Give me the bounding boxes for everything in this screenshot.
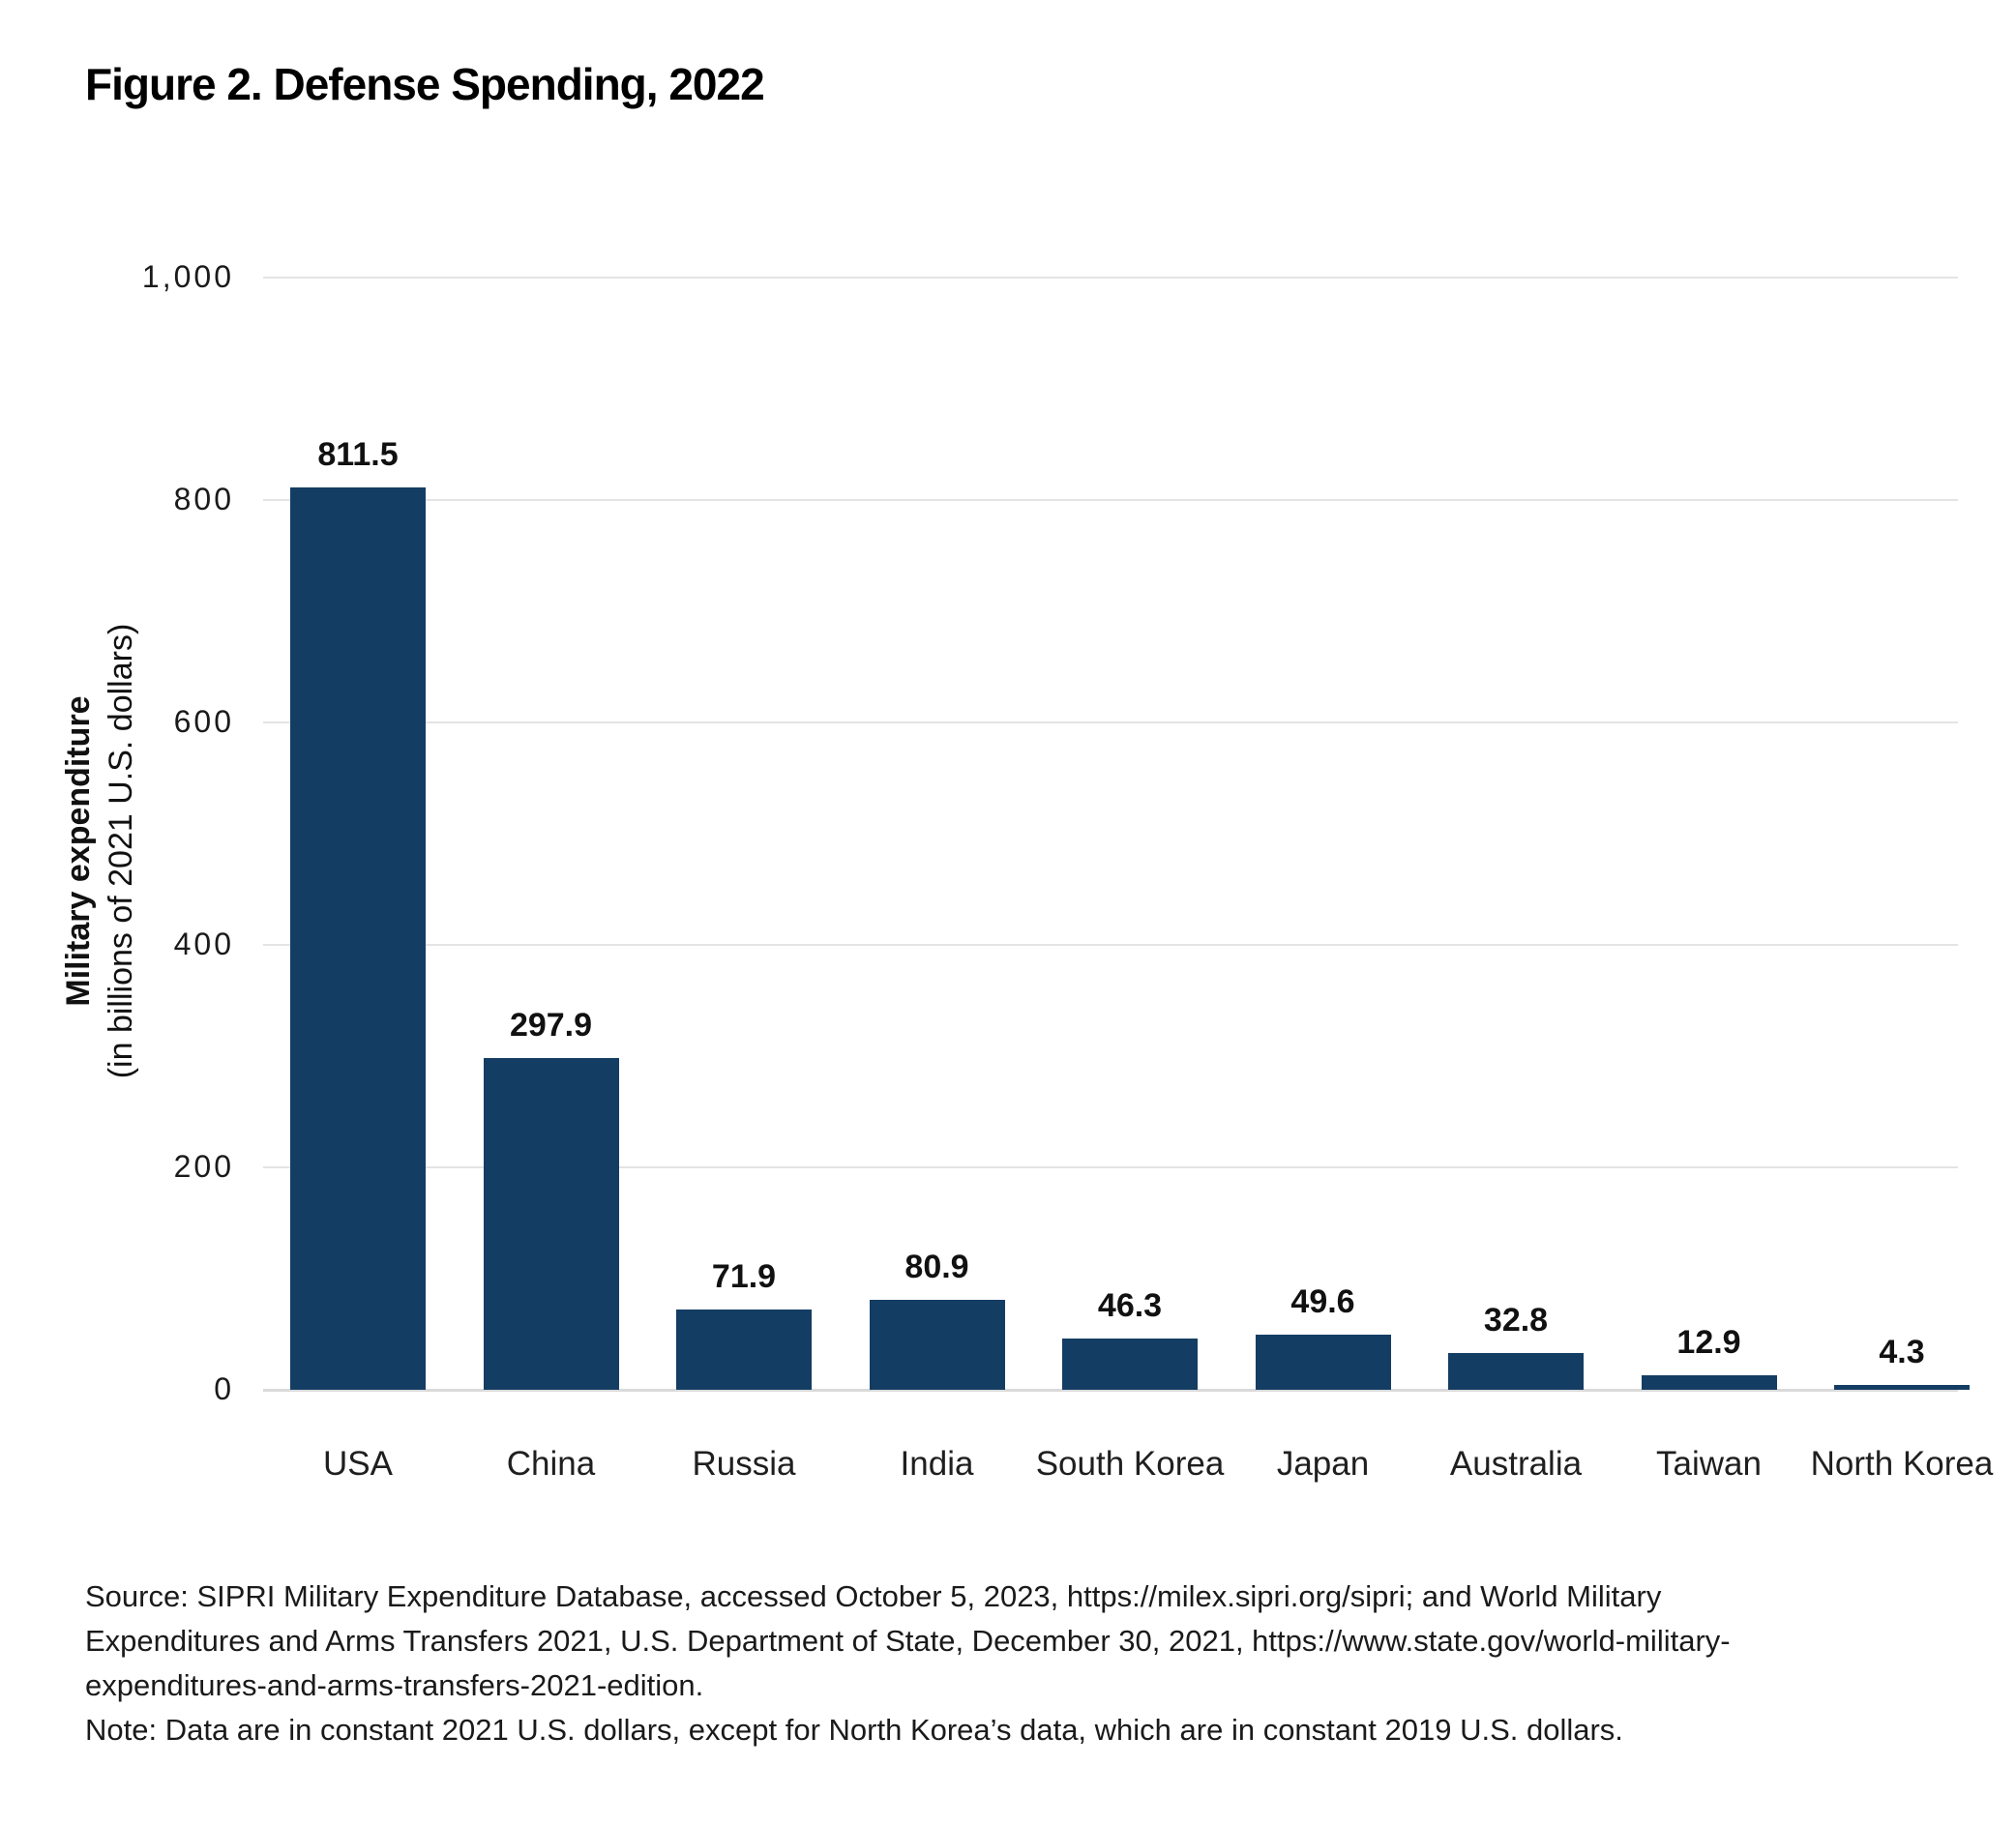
gridline-y600: [263, 721, 1958, 723]
x-category-label-taiwan: Taiwan: [1656, 1445, 1762, 1483]
gridline-y200: [263, 1166, 1958, 1168]
figure-caption: Source: SIPRI Military Expenditure Datab…: [85, 1575, 1731, 1752]
bar-value-usa: 811.5: [317, 435, 399, 473]
x-category-label-australia: Australia: [1449, 1445, 1583, 1483]
bar-usa: [290, 486, 426, 1390]
y-tick-label-0: 0: [214, 1371, 234, 1406]
gridline-y1000: [263, 277, 1958, 279]
bar-china: [483, 1058, 619, 1390]
bar-value-russia: 71.9: [711, 1258, 777, 1296]
x-category-label-russia: Russia: [692, 1445, 796, 1483]
bar-value-japan: 49.6: [1290, 1282, 1355, 1320]
y-tick-label-200: 200: [173, 1149, 234, 1184]
bar-value-china: 297.9: [509, 1007, 593, 1045]
x-category-label-china: China: [506, 1445, 596, 1483]
bar-south-korea: [1062, 1338, 1198, 1390]
y-tick-label-600: 600: [173, 704, 234, 739]
bar-taiwan: [1641, 1375, 1777, 1390]
bar-value-india: 80.9: [904, 1248, 969, 1285]
figure-title: Figure 2. Defense Spending, 2022: [85, 59, 765, 109]
bar-japan: [1255, 1334, 1391, 1390]
gridline-y400: [263, 944, 1958, 946]
y-tick-label-800: 800: [173, 482, 234, 516]
x-category-label-usa: USA: [323, 1445, 393, 1483]
source-line: Source: SIPRI Military Expenditure Datab…: [85, 1579, 1662, 1613]
bar-value-north-korea: 4.3: [1879, 1334, 1925, 1371]
x-category-label-india: India: [900, 1445, 974, 1483]
bar-india: [869, 1299, 1005, 1390]
bar-value-australia: 32.8: [1483, 1302, 1549, 1339]
bar-value-taiwan: 12.9: [1676, 1324, 1741, 1362]
y-tick-label-400: 400: [173, 927, 234, 961]
gridline-y0: [263, 1389, 1958, 1392]
y-tick-label-1,000: 1,000: [141, 259, 234, 294]
note-line: Note: Data are in constant 2021 U.S. dol…: [85, 1713, 1623, 1747]
gridline-y800: [263, 499, 1958, 501]
bar-russia: [676, 1310, 812, 1390]
x-category-label-north-korea: North Korea: [1810, 1445, 1994, 1483]
bar-value-south-korea: 46.3: [1097, 1286, 1163, 1324]
bar-north-korea: [1834, 1385, 1970, 1390]
x-category-label-south-korea: South Korea: [1035, 1445, 1225, 1483]
x-category-label-japan: Japan: [1276, 1445, 1370, 1483]
source-line: expenditures-and-arms-transfers-2021-edi…: [85, 1668, 704, 1702]
source-line: Expenditures and Arms Transfers 2021, U.…: [85, 1624, 1731, 1658]
bar-australia: [1448, 1353, 1584, 1390]
